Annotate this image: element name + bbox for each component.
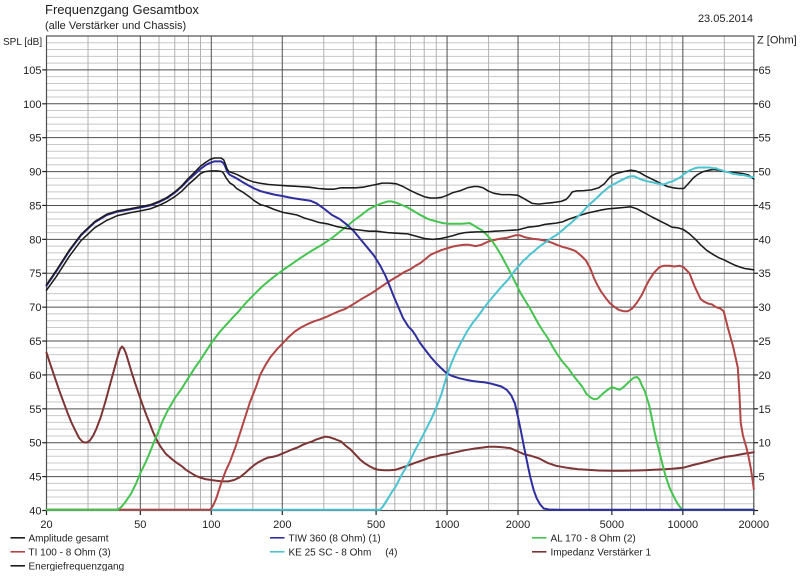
svg-text:20: 20: [759, 370, 771, 382]
svg-text:45: 45: [29, 472, 41, 484]
svg-text:75: 75: [29, 268, 41, 280]
svg-text:Amplitude gesamt: Amplitude gesamt: [29, 534, 109, 545]
svg-text:20000: 20000: [739, 519, 770, 531]
svg-text:60: 60: [29, 370, 41, 382]
svg-text:55: 55: [29, 404, 41, 416]
svg-text:KE 25 SC - 8 Ohm (4): KE 25 SC - 8 Ohm (4): [289, 548, 398, 559]
svg-text:35: 35: [759, 268, 771, 280]
svg-text:50: 50: [759, 167, 771, 179]
svg-text:65: 65: [759, 65, 771, 77]
svg-text:30: 30: [759, 302, 771, 314]
svg-text:80: 80: [29, 234, 41, 246]
svg-text:5000: 5000: [600, 519, 624, 531]
svg-text:(alle Verstärker und Chassis): (alle Verstärker und Chassis): [45, 20, 186, 32]
svg-text:65: 65: [29, 336, 41, 348]
svg-text:45: 45: [759, 201, 771, 213]
svg-text:25: 25: [759, 336, 771, 348]
svg-text:85: 85: [29, 201, 41, 213]
svg-text:100: 100: [202, 519, 220, 531]
svg-text:90: 90: [29, 167, 41, 179]
svg-text:10000: 10000: [668, 519, 699, 531]
svg-text:2000: 2000: [506, 519, 530, 531]
svg-text:Energiefrequenzgang: Energiefrequenzgang: [29, 562, 125, 572]
svg-text:500: 500: [367, 519, 385, 531]
svg-text:40: 40: [29, 506, 41, 518]
svg-text:AL 170 - 8 Ohm (2): AL 170 - 8 Ohm (2): [551, 534, 636, 545]
svg-text:TIW 360 (8 Ohm) (1): TIW 360 (8 Ohm) (1): [289, 534, 381, 545]
svg-text:Impedanz Verstärker 1: Impedanz Verstärker 1: [551, 548, 652, 559]
svg-text:50: 50: [29, 438, 41, 450]
svg-text:SPL [dB]: SPL [dB]: [3, 37, 42, 48]
svg-text:50: 50: [134, 519, 146, 531]
svg-text:10: 10: [759, 438, 771, 450]
svg-text:Z [Ohm]: Z [Ohm]: [757, 35, 797, 47]
svg-text:TI 100 - 8 Ohm (3): TI 100 - 8 Ohm (3): [29, 548, 111, 559]
svg-text:Frequenzgang Gesamtbox: Frequenzgang Gesamtbox: [45, 2, 199, 17]
svg-text:15: 15: [759, 404, 771, 416]
svg-text:60: 60: [759, 99, 771, 111]
svg-text:55: 55: [759, 133, 771, 145]
svg-text:23.05.2014: 23.05.2014: [698, 13, 753, 25]
svg-text:1000: 1000: [435, 519, 459, 531]
svg-text:40: 40: [759, 234, 771, 246]
svg-text:20: 20: [40, 519, 52, 531]
svg-text:100: 100: [23, 99, 41, 111]
svg-text:95: 95: [29, 133, 41, 145]
svg-text:70: 70: [29, 302, 41, 314]
svg-text:105: 105: [23, 65, 41, 77]
svg-text:200: 200: [273, 519, 291, 531]
svg-text:5: 5: [759, 472, 765, 484]
